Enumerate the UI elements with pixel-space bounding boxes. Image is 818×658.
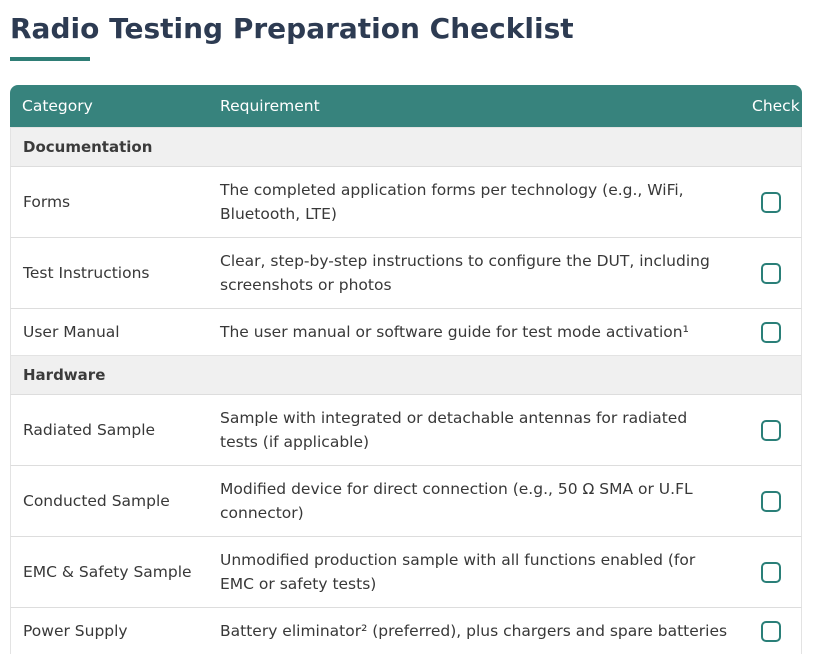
table-row: Forms The completed application forms per… [10, 166, 802, 237]
check-checkbox[interactable] [760, 562, 781, 583]
column-header-requirement: Requirement [208, 85, 740, 127]
category-cell: Conducted Sample [10, 465, 208, 536]
column-header-check: Check [740, 85, 802, 127]
check-cell [740, 465, 802, 536]
category-cell: Power Supply [10, 607, 208, 654]
page-title: Radio Testing Preparation Checklist [10, 12, 574, 45]
check-cell [740, 237, 802, 308]
section-row: Hardware [10, 355, 802, 394]
requirement-cell: Modified device for direct connection (e… [208, 465, 740, 536]
check-cell [740, 536, 802, 607]
column-header-category: Category [10, 85, 208, 127]
check-checkbox[interactable] [760, 621, 781, 642]
table-row: Power Supply Battery eliminator² (preferr… [10, 607, 802, 654]
requirement-cell: The completed application forms per tech… [208, 166, 740, 237]
check-cell [740, 607, 802, 654]
table-row: Conducted Sample Modified device for dire… [10, 465, 802, 536]
table-row: Test Instructions Clear, step-by-step ins… [10, 237, 802, 308]
category-cell: EMC & Safety Sample [10, 536, 208, 607]
requirement-cell: Sample with integrated or detachable ant… [208, 394, 740, 465]
check-checkbox[interactable] [760, 192, 781, 213]
category-cell: User Manual [10, 308, 208, 355]
check-cell [740, 394, 802, 465]
table-row: EMC & Safety Sample Unmodified production… [10, 536, 802, 607]
section-row: Documentation [10, 127, 802, 166]
checklist-table: Category Requirement Check Documentation… [10, 85, 802, 654]
requirement-cell: Clear, step-by-step instructions to conf… [208, 237, 740, 308]
category-cell: Test Instructions [10, 237, 208, 308]
check-checkbox[interactable] [760, 491, 781, 512]
title-underline [10, 57, 90, 61]
table-row: User Manual The user manual or software g… [10, 308, 802, 355]
check-checkbox[interactable] [760, 322, 781, 343]
check-cell [740, 308, 802, 355]
category-cell: Forms [10, 166, 208, 237]
requirement-cell: Battery eliminator² (preferred), plus ch… [208, 607, 740, 654]
section-label: Hardware [10, 355, 802, 394]
check-checkbox[interactable] [760, 420, 781, 441]
requirement-cell: The user manual or software guide for te… [208, 308, 740, 355]
table-header-row: Category Requirement Check [10, 85, 802, 127]
requirement-cell: Unmodified production sample with all fu… [208, 536, 740, 607]
table-row: Radiated Sample Sample with integrated or… [10, 394, 802, 465]
check-checkbox[interactable] [760, 263, 781, 284]
category-cell: Radiated Sample [10, 394, 208, 465]
section-label: Documentation [10, 127, 802, 166]
check-cell [740, 166, 802, 237]
